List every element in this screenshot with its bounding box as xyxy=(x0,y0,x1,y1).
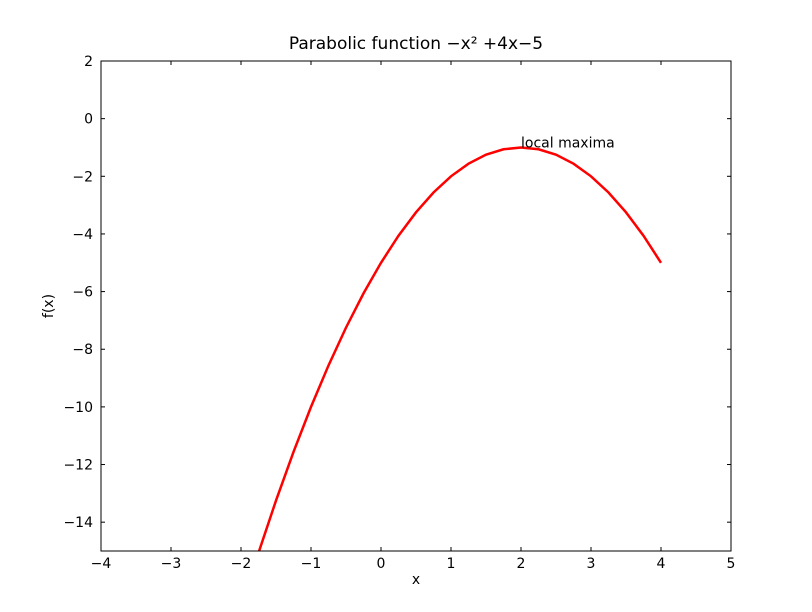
y-tick-label: −2 xyxy=(72,169,93,185)
x-tick-label: 4 xyxy=(657,556,666,572)
x-tick-label: 2 xyxy=(517,556,526,572)
x-tick-label: −4 xyxy=(91,556,112,572)
y-tick-label: −12 xyxy=(63,458,93,474)
x-tick-label: −2 xyxy=(231,556,252,572)
x-tick-label: 0 xyxy=(377,556,386,572)
y-axis-label: f(x) xyxy=(41,294,57,318)
annotation: local maxima xyxy=(521,135,615,151)
x-tick-label: 3 xyxy=(587,556,596,572)
x-tick-label: 5 xyxy=(727,556,736,572)
x-axis-label: x xyxy=(412,572,420,588)
y-tick-label: 0 xyxy=(84,112,93,128)
plot-frame xyxy=(100,60,732,552)
y-tick-label: −4 xyxy=(72,227,93,243)
y-tick-label: 2 xyxy=(84,54,93,70)
y-tick-label: −14 xyxy=(63,515,93,531)
data-line xyxy=(257,146,663,551)
y-tick-label: −6 xyxy=(72,285,93,301)
x-tick-label: −3 xyxy=(161,556,182,572)
x-tick-label: 1 xyxy=(447,556,456,572)
x-tick-label: −1 xyxy=(301,556,322,572)
y-tick-label: −8 xyxy=(72,342,93,358)
y-tick-label: −10 xyxy=(63,400,93,416)
chart-title: Parabolic function −x² +4x−5 xyxy=(289,34,543,54)
